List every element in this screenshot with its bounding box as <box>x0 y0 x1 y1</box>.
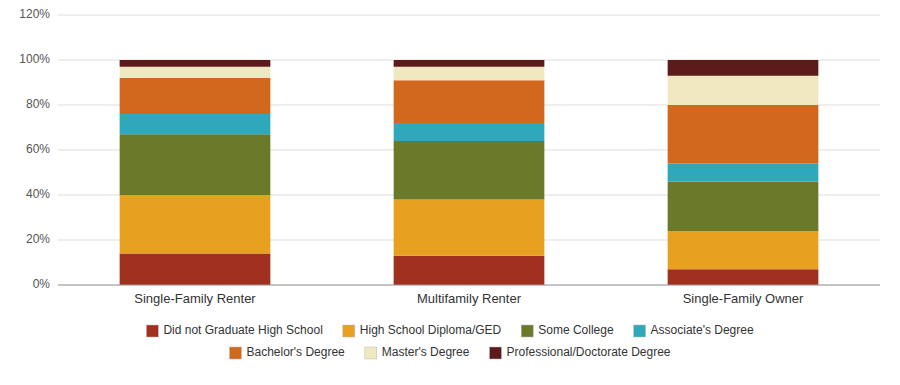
y-tick-label: 40% <box>26 187 50 201</box>
legend-label: High School Diploma/GED <box>360 323 502 337</box>
x-axis-line <box>58 285 880 286</box>
legend-swatch <box>489 347 501 359</box>
grid <box>58 15 880 285</box>
legend-swatch <box>146 325 158 337</box>
legend-label: Some College <box>538 323 614 337</box>
bar-segment <box>120 78 271 114</box>
bar-segment <box>668 269 819 285</box>
bar-segment <box>120 60 271 67</box>
legend-swatch <box>634 325 646 337</box>
bar-segment <box>668 182 819 232</box>
legend-label: Did not Graduate High School <box>163 323 322 337</box>
legend-swatch <box>365 347 377 359</box>
bar-segment <box>120 195 271 254</box>
y-tick-label: 60% <box>26 142 50 156</box>
x-axis: Single-Family Renter Multifamily Renter Si… <box>134 291 804 306</box>
bar-segment <box>668 164 819 182</box>
bar-segment <box>394 200 545 256</box>
legend-label: Associate's Degree <box>651 323 754 337</box>
bar-segment <box>120 114 271 134</box>
bar-segment <box>120 254 271 286</box>
bar-segment <box>120 67 271 78</box>
bar-segment <box>394 256 545 285</box>
y-tick-label: 100% <box>19 52 50 66</box>
legend-label: Bachelor's Degree <box>246 345 345 359</box>
bars <box>120 60 819 285</box>
legend: Did not Graduate High School High School … <box>146 323 754 359</box>
y-tick-label: 20% <box>26 232 50 246</box>
y-tick-label: 80% <box>26 97 50 111</box>
grid-line <box>58 285 880 286</box>
chart: 0% 20% 40% 60% 80% 100% 120% Single-Family Rent… <box>0 0 900 385</box>
bar-segment <box>394 60 545 67</box>
bar-segment <box>668 105 819 164</box>
y-axis: 0% 20% 40% 60% 80% 100% 120% <box>19 7 50 291</box>
bar-segment <box>668 76 819 105</box>
bar-segment <box>120 134 271 195</box>
bar-segment <box>394 80 545 123</box>
legend-swatch <box>229 347 241 359</box>
x-tick-label: Single-Family Owner <box>683 291 804 306</box>
bar-segment <box>668 231 819 269</box>
bar-segment <box>394 141 545 200</box>
legend-label: Master's Degree <box>382 345 470 359</box>
x-tick-label: Single-Family Renter <box>134 291 256 306</box>
grid-line <box>58 15 880 16</box>
x-tick-label: Multifamily Renter <box>417 291 522 306</box>
bar-segment <box>394 67 545 81</box>
legend-row: Bachelor's Degree Master's Degree Professi… <box>229 345 670 359</box>
legend-label: Professional/Doctorate Degree <box>506 345 670 359</box>
bar-segment <box>668 60 819 76</box>
legend-swatch <box>521 325 533 337</box>
y-tick-label: 0% <box>33 277 51 291</box>
legend-row: Did not Graduate High School High School … <box>146 323 754 337</box>
bar-segment <box>394 123 545 141</box>
series <box>120 60 819 76</box>
legend-swatch <box>343 325 355 337</box>
y-tick-label: 120% <box>19 7 50 21</box>
